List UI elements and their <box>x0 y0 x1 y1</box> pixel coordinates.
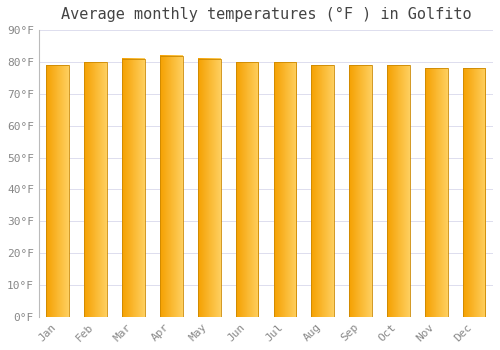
Bar <box>274 62 296 317</box>
Bar <box>425 68 448 317</box>
Bar <box>387 65 410 317</box>
Bar <box>46 65 69 317</box>
Bar <box>84 62 107 317</box>
Bar <box>160 56 182 317</box>
Bar <box>349 65 372 317</box>
Bar <box>463 68 485 317</box>
Bar <box>236 62 258 317</box>
Title: Average monthly temperatures (°F ) in Golfito: Average monthly temperatures (°F ) in Go… <box>60 7 471 22</box>
Bar <box>312 65 334 317</box>
Bar <box>198 59 220 317</box>
Bar <box>122 59 145 317</box>
